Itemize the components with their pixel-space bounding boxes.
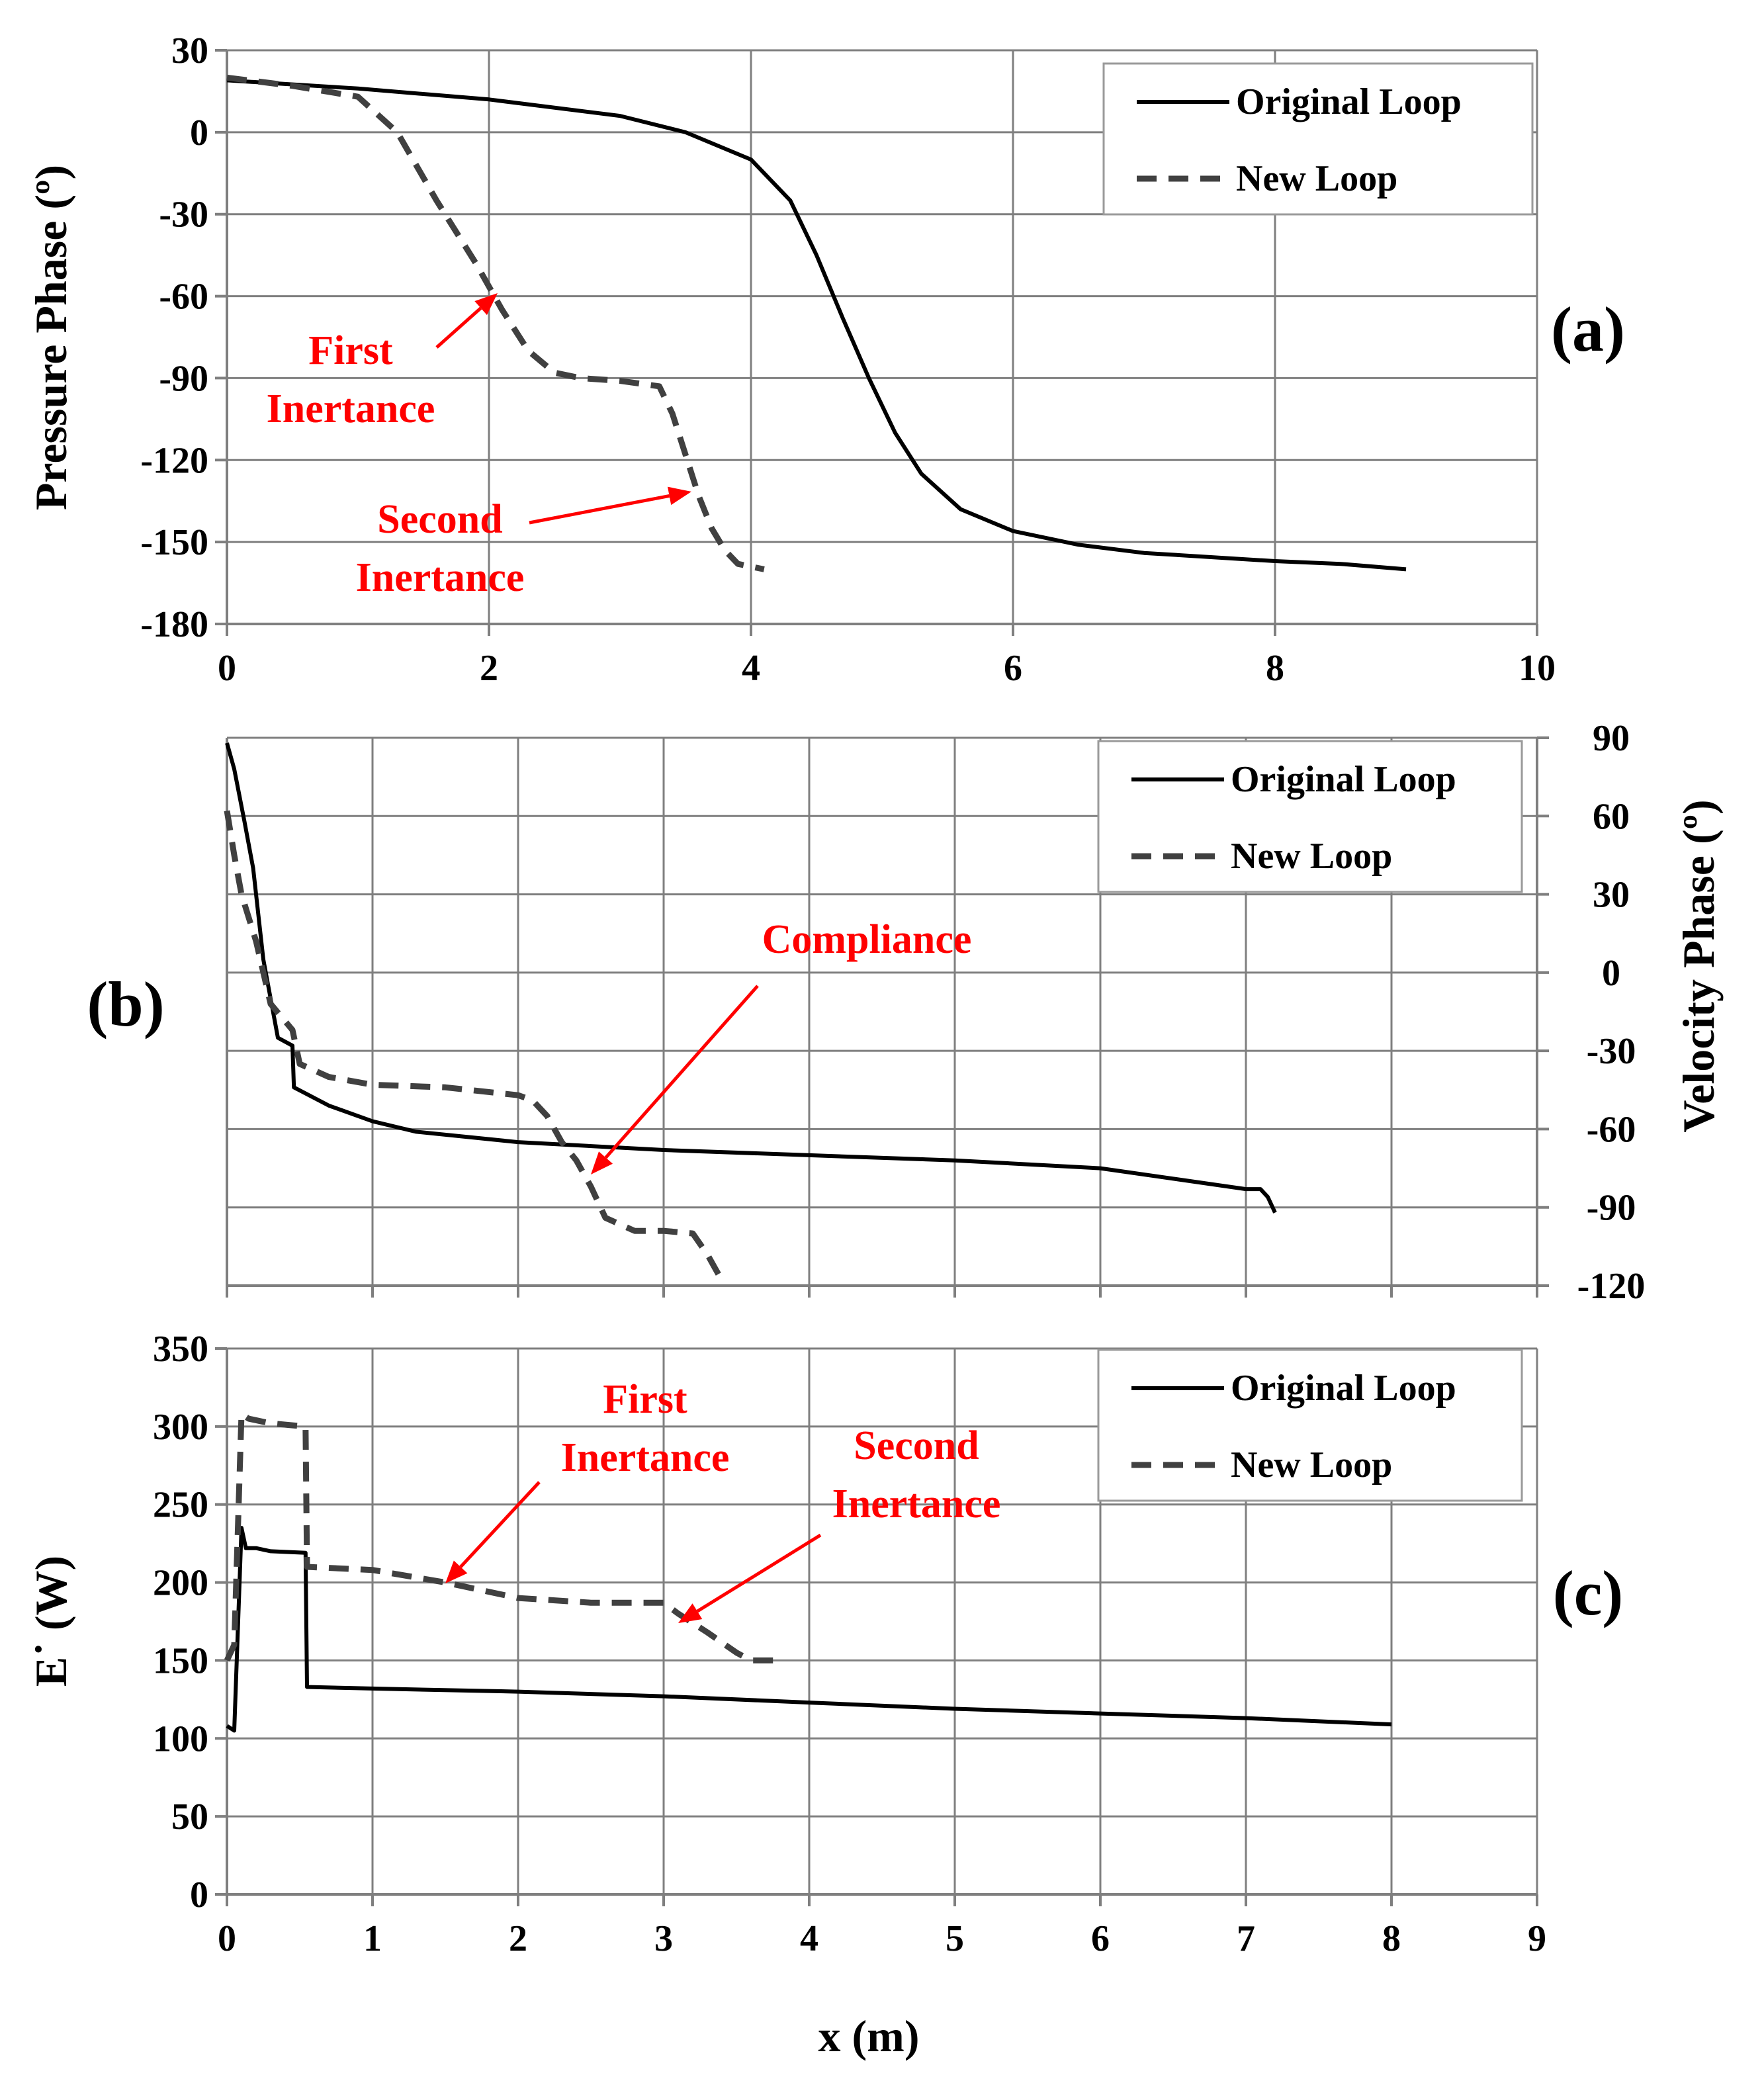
annotation-arrow-shaft [435, 306, 482, 349]
annotation-arrow [591, 985, 759, 1174]
x-tick-label: 1 [363, 1918, 382, 1959]
annotation-text: Inertance [267, 386, 435, 431]
legend-entry: New Loop [1231, 1444, 1392, 1485]
annotation-arrow-shaft [696, 1533, 822, 1613]
x-tick-label: 6 [1004, 648, 1022, 689]
annotation-text: Second [854, 1423, 979, 1468]
panel-label: (b) [87, 969, 164, 1040]
annotation-text: Compliance [762, 917, 972, 962]
annotation-arrow-shaft [604, 985, 759, 1159]
y-tick-label: -60 [1587, 1109, 1636, 1150]
y-axis-label: Velocity Phase (º) [1673, 799, 1724, 1132]
y-tick-label: -120 [140, 440, 208, 481]
annotation-text: Second [377, 497, 502, 542]
panel-b: 90 60 30 0 -30 -60 -90 -120 Velocity Phase (º) Or… [87, 718, 1724, 1307]
y-tick-label: 300 [153, 1407, 208, 1448]
legend-box [1097, 1349, 1523, 1502]
legend: Original Loop New Loop [1097, 740, 1523, 893]
annotation-arrow-head [474, 293, 498, 316]
annotation-text: First [308, 328, 393, 373]
y-tick-label: -30 [159, 195, 208, 236]
y-tick-label: -60 [159, 277, 208, 318]
legend-box [1102, 62, 1534, 216]
annotation-arrow-head [445, 1560, 468, 1583]
x-tick-label: 4 [742, 648, 760, 689]
annotation-arrow-shaft [529, 494, 670, 525]
legend-entry: Original Loop [1236, 81, 1462, 122]
legend-box [1097, 740, 1523, 893]
annotation-arrow [435, 293, 498, 349]
y-tick-label: 30 [1593, 875, 1630, 916]
annotation-text: First [603, 1377, 687, 1422]
x-tick-label: 2 [480, 648, 498, 689]
x-axis-label: x (m) [818, 2011, 920, 2061]
panel-c: 350 300 250 200 150 100 50 00 1 2 3 4 5 6 7 8 9 E˙ (W) x (… [26, 1329, 1623, 2061]
y-tick-label: -90 [159, 358, 208, 399]
annotation-arrow-head [667, 486, 691, 506]
x-tick-label: 10 [1519, 648, 1556, 689]
series-line-original-loop [225, 742, 1277, 1214]
x-tick-label: 8 [1266, 648, 1284, 689]
y-tick-label: 30 [171, 30, 208, 71]
legend-entry: New Loop [1231, 836, 1392, 877]
y-tick-label: 350 [153, 1329, 208, 1370]
panel-label: (c) [1553, 1558, 1624, 1628]
series-line-new-loop [226, 74, 765, 572]
panel-label: (a) [1551, 294, 1625, 365]
y-tick-label: -180 [140, 604, 208, 645]
annotation-text: Inertance [561, 1435, 730, 1480]
y-tick-label: 200 [153, 1563, 208, 1604]
y-tick-label: 250 [153, 1485, 208, 1526]
series-line-original-loop [226, 78, 1407, 572]
y-tick-label: -120 [1577, 1266, 1646, 1307]
annotation-arrow [678, 1533, 822, 1623]
annotation-arrow-head [678, 1603, 703, 1623]
x-tick-label: 2 [509, 1918, 527, 1959]
y-tick-label: 90 [1593, 718, 1630, 759]
series-line-new-loop [224, 810, 725, 1282]
x-tick-label: 5 [946, 1918, 964, 1959]
annotation-text: Inertance [832, 1482, 1001, 1526]
y-tick-label: 0 [190, 112, 208, 154]
legend: Original Loop New Loop [1097, 1349, 1523, 1502]
x-tick-label: 6 [1091, 1918, 1110, 1959]
y-tick-label: -90 [1587, 1188, 1636, 1229]
y-tick-label: -30 [1587, 1031, 1636, 1072]
x-tick-label: 0 [218, 648, 236, 689]
x-tick-label: 4 [800, 1918, 818, 1959]
legend-entry: New Loop [1236, 158, 1397, 199]
y-tick-label: 0 [190, 1875, 208, 1916]
annotation-arrow [529, 486, 691, 525]
y-tick-label: 150 [153, 1640, 208, 1681]
annotation-text: Inertance [356, 555, 525, 600]
y-tick-label: 60 [1593, 796, 1630, 837]
legend-entry: Original Loop [1231, 759, 1456, 800]
annotation-arrow-head [591, 1151, 613, 1174]
annotation-arrow [445, 1481, 541, 1583]
x-tick-label: 0 [218, 1918, 236, 1959]
y-axis-label: E˙ (W) [26, 1556, 76, 1687]
y-axis-label: Pressure Phase (º) [26, 165, 76, 510]
x-tick-label: 8 [1382, 1918, 1401, 1959]
series-line-original-loop [226, 1526, 1392, 1733]
legend-entry: Original Loop [1231, 1368, 1456, 1409]
y-tick-label: 50 [171, 1796, 208, 1837]
y-tick-label: 100 [153, 1718, 208, 1759]
legend: Original Loop New Loop [1102, 62, 1534, 216]
y-tick-label: 0 [1602, 953, 1620, 994]
x-tick-label: 9 [1528, 1918, 1546, 1959]
x-tick-label: 7 [1237, 1918, 1255, 1959]
y-tick-label: -150 [140, 522, 208, 563]
annotation-arrow-shaft [459, 1481, 541, 1568]
x-tick-label: 3 [654, 1918, 673, 1959]
